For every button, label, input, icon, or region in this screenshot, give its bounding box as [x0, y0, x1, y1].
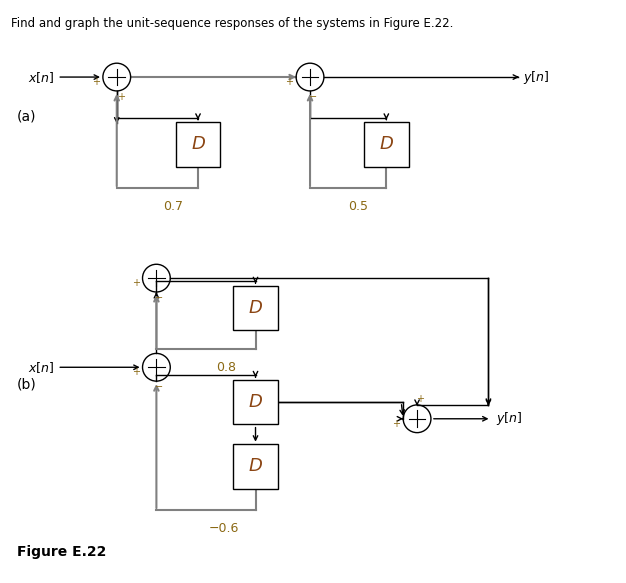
Bar: [233, 286, 278, 330]
Bar: [233, 380, 278, 424]
Bar: [364, 122, 409, 167]
Text: −0.6: −0.6: [208, 522, 239, 535]
Text: +: +: [285, 77, 293, 87]
Text: −: −: [309, 92, 317, 102]
Text: $y[n]$: $y[n]$: [496, 410, 523, 427]
Text: +: +: [92, 77, 100, 87]
Text: D: D: [249, 299, 262, 317]
Text: D: D: [191, 135, 205, 153]
Text: $x[n]$: $x[n]$: [28, 360, 54, 375]
Text: Find and graph the unit-sequence responses of the systems in Figure E.22.: Find and graph the unit-sequence respons…: [11, 17, 453, 30]
Text: +: +: [116, 92, 125, 102]
Text: (b): (b): [17, 377, 36, 391]
Text: −: −: [155, 293, 163, 303]
Text: 0.7: 0.7: [163, 200, 183, 213]
Text: +: +: [393, 419, 400, 429]
Bar: [176, 122, 220, 167]
Text: −: −: [155, 382, 163, 392]
Text: Figure E.22: Figure E.22: [17, 546, 106, 560]
Text: $y[n]$: $y[n]$: [523, 69, 550, 86]
Text: $x[n]$: $x[n]$: [28, 69, 54, 85]
Text: D: D: [249, 393, 262, 411]
Text: D: D: [249, 457, 262, 475]
Text: D: D: [379, 135, 393, 153]
Text: 0.5: 0.5: [349, 200, 369, 213]
Text: +: +: [131, 278, 140, 288]
Text: +: +: [131, 367, 140, 377]
Text: +: +: [416, 394, 424, 404]
Text: 0.8: 0.8: [216, 361, 236, 374]
Text: (a): (a): [17, 110, 36, 124]
Bar: [233, 444, 278, 489]
